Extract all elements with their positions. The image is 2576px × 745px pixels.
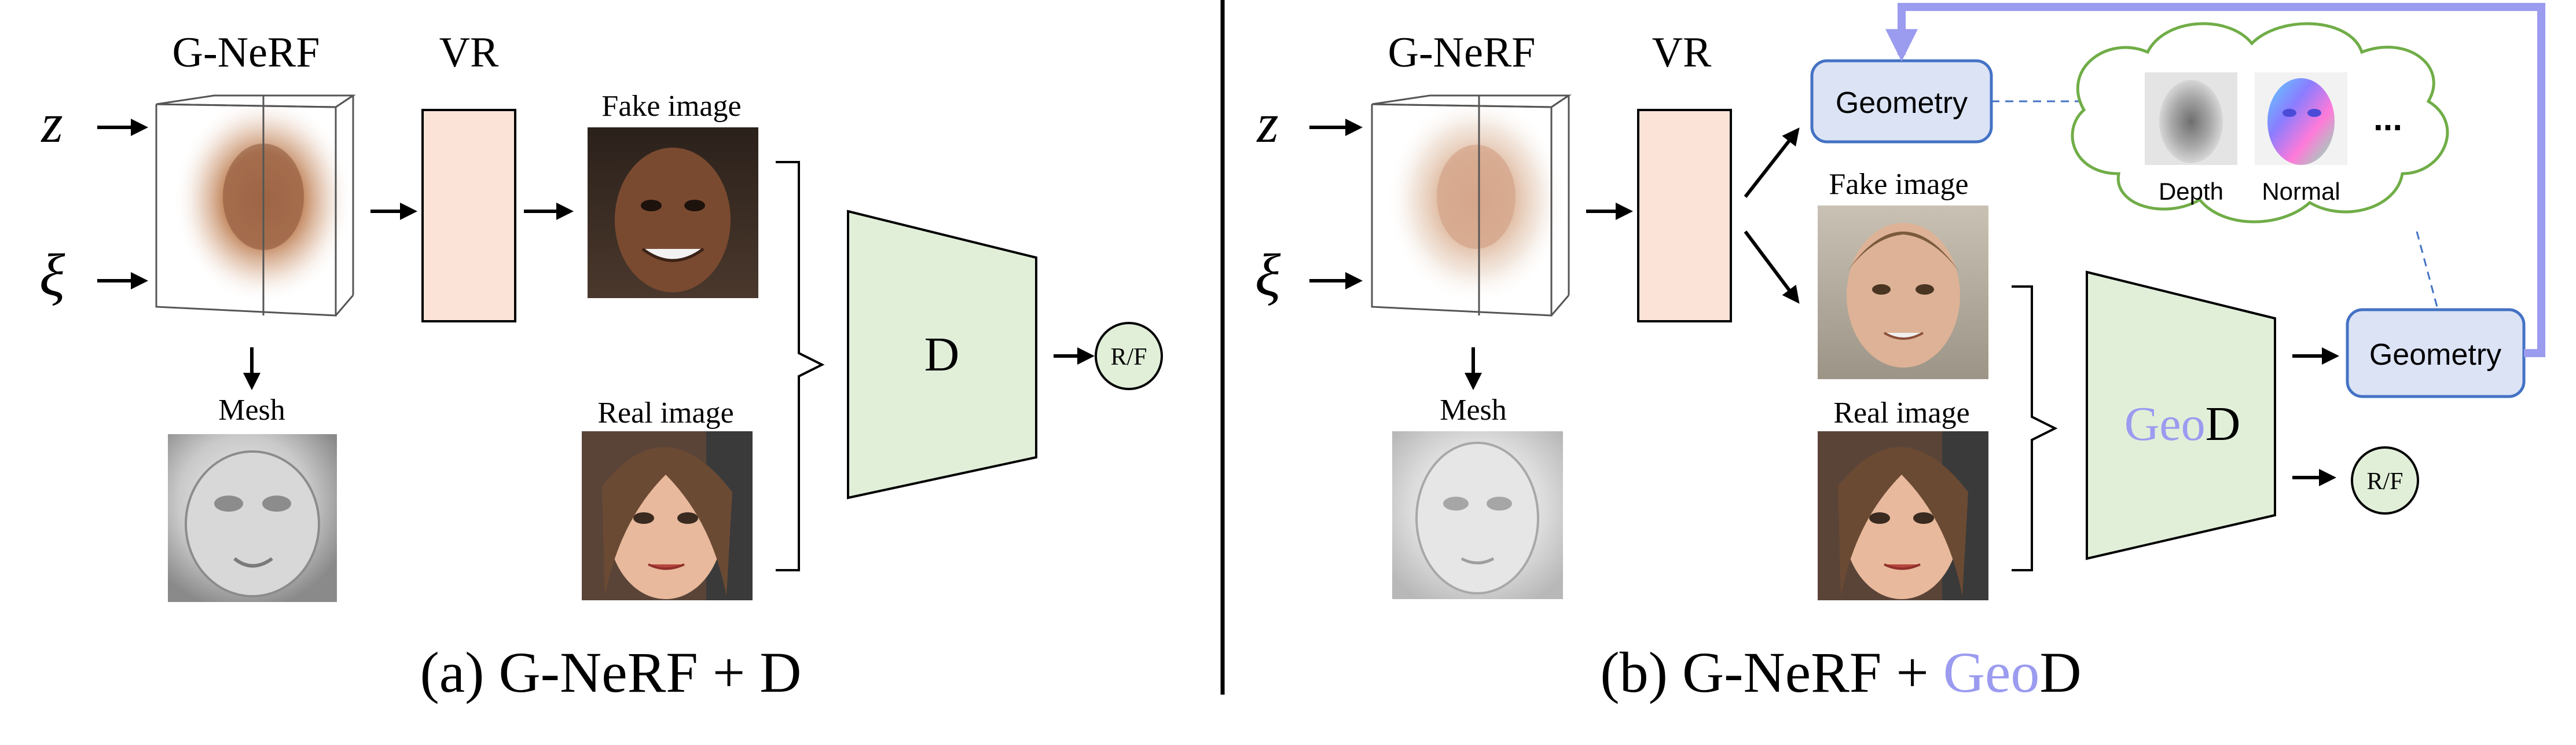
depth-map-image — [2145, 72, 2237, 165]
gnerf-volume — [1371, 94, 1572, 317]
mesh-label: Mesh — [1440, 394, 1507, 427]
discriminator-b — [2086, 270, 2276, 560]
discriminator-b-label: GeoD — [2124, 397, 2241, 451]
rf-label-a: R/F — [1110, 344, 1147, 370]
real-image — [1818, 431, 1988, 600]
fake-image — [588, 127, 758, 298]
vr-title: VR — [1652, 29, 1712, 76]
discriminator-a-label: D — [924, 328, 960, 381]
dashed-link-right — [2416, 231, 2438, 307]
real-label: Real image — [597, 397, 733, 430]
discriminator-a — [847, 210, 1037, 500]
vr-block — [1637, 109, 1732, 322]
geometry-feedback-loop — [1885, 3, 2545, 357]
input-xi: ξ — [1255, 242, 1281, 309]
rf-node-b — [2351, 446, 2419, 515]
depth-label: Depth — [2159, 178, 2223, 205]
arrow-vr-geometry — [1744, 127, 1800, 198]
panel-a: G-NeRF VR z ξ Mesh Fak — [39, 29, 1163, 704]
fake-image — [1818, 205, 1988, 379]
mesh-image — [168, 434, 337, 602]
mesh-label: Mesh — [218, 394, 285, 427]
mesh-image — [1392, 431, 1563, 599]
real-image — [582, 431, 753, 600]
bracket-b — [2012, 285, 2058, 571]
normal-label: Normal — [2262, 178, 2340, 205]
gnerf-title: G-NeRF — [1388, 29, 1536, 76]
normal-map-image — [2255, 72, 2347, 165]
face-core — [1437, 145, 1515, 249]
real-label: Real image — [1833, 397, 1969, 430]
rf-node-a — [1095, 322, 1163, 390]
fake-label: Fake image — [601, 90, 741, 123]
arrow-vr-fake — [1744, 230, 1800, 304]
geometry-top-label: Geometry — [1836, 86, 1968, 120]
vr-title: VR — [439, 29, 499, 76]
fake-label: Fake image — [1829, 168, 1968, 201]
input-z: z — [40, 92, 63, 154]
rf-label-b: R/F — [2366, 468, 2403, 495]
caption-a: (a) G-NeRF + D — [420, 640, 801, 704]
gnerf-title: G-NeRF — [173, 29, 320, 76]
gnerf-volume — [155, 94, 356, 317]
bracket-a — [776, 161, 825, 571]
ellipsis-label: ... — [2373, 99, 2402, 138]
vr-block — [421, 109, 516, 322]
caption-b: (b) G-NeRF + GeoD — [1600, 640, 2081, 704]
input-z: z — [1256, 92, 1278, 154]
input-xi: ξ — [39, 242, 65, 309]
geometry-right-label: Geometry — [2369, 338, 2501, 372]
panel-b: G-NeRF VR z ξ Mesh Geom — [1255, 3, 2545, 704]
